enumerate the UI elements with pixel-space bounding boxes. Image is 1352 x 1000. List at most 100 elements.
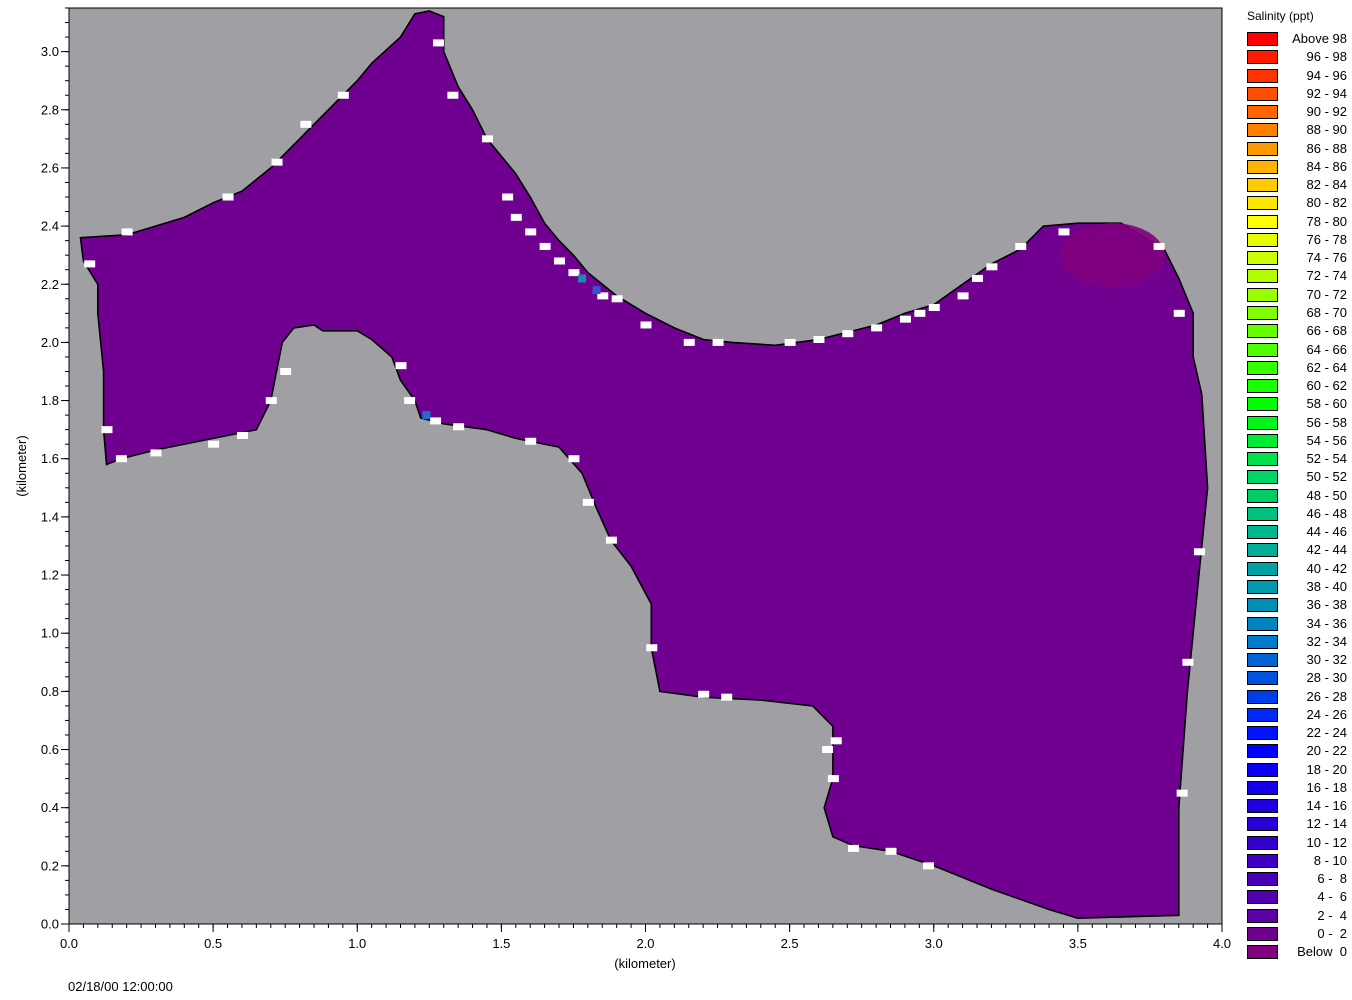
x-tick-label: 3.0 [925,936,943,951]
legend-swatch [1247,324,1278,339]
dry-cell [280,367,292,375]
legend-entry: 72 - 74 [1247,267,1347,285]
legend-swatch [1247,269,1278,284]
x-tick-label: 1.5 [492,936,510,951]
legend-entry: 90 - 92 [1247,103,1347,121]
legend-entry: 64 - 66 [1247,341,1347,359]
legend-label: 18 - 20 [1306,761,1347,777]
legend-label: 84 - 86 [1306,158,1347,174]
y-tick-label: 3.0 [41,44,59,59]
legend-entry: 36 - 38 [1247,596,1347,614]
dry-cell [265,397,277,405]
legend-label: 64 - 66 [1306,341,1347,357]
legend-swatch [1247,196,1278,211]
x-tick-label: 2.5 [781,936,799,951]
y-tick-label: 1.6 [41,451,59,466]
legend-label: 86 - 88 [1306,140,1347,156]
legend-swatch [1247,890,1278,905]
dry-cell [957,292,969,300]
dry-cell [121,228,133,236]
y-tick-label: 1.8 [41,393,59,408]
legend-label: 22 - 24 [1306,725,1347,741]
dry-cell [721,693,733,701]
legend-label: 20 - 22 [1306,743,1347,759]
legend-label: 54 - 56 [1306,432,1347,448]
legend-entry: 20 - 22 [1247,742,1347,760]
legend-label: 40 - 42 [1306,560,1347,576]
legend-swatch [1247,360,1278,375]
legend-swatch [1247,634,1278,649]
legend-swatch [1247,927,1278,942]
legend-label: 6 - 8 [1317,871,1347,887]
y-tick-label: 2.2 [41,277,59,292]
dry-cell [1153,242,1165,250]
legend-swatch [1247,853,1278,868]
x-tick-label: 2.0 [636,936,654,951]
dry-cell [683,338,695,346]
dry-cell [1173,309,1185,317]
y-tick-label: 1.2 [41,568,59,583]
legend-entry: 52 - 54 [1247,450,1347,468]
legend-entry: 16 - 18 [1247,779,1347,797]
legend-label: 48 - 50 [1306,487,1347,503]
dry-cell [1193,548,1205,556]
legend-label: 12 - 14 [1306,816,1347,832]
legend-label: 16 - 18 [1306,779,1347,795]
dry-cell [510,213,522,221]
legend: Salinity (ppt) Above 98 96 - 98 94 - 96 92 … [1247,8,1347,962]
legend-label: 32 - 34 [1306,633,1347,649]
legend-entry: 38 - 40 [1247,578,1347,596]
timestamp: 02/18/00 12:00:00 [68,979,173,994]
dry-cell [208,440,220,448]
legend-entry: 60 - 62 [1247,377,1347,395]
legend-entry: 82 - 84 [1247,176,1347,194]
dry-cell [1015,242,1027,250]
legend-swatch [1247,379,1278,394]
legend-swatch [1247,105,1278,120]
x-axis-title: (kilometer) [614,956,675,971]
legend-swatch [1247,305,1278,320]
dry-cell [848,844,860,852]
legend-label: 52 - 54 [1306,451,1347,467]
legend-entry: 32 - 34 [1247,633,1347,651]
y-tick-label: 0.4 [41,800,59,815]
legend-label: Below 0 [1297,944,1347,960]
legend-swatch [1247,653,1278,668]
dry-cell [605,536,617,544]
dry-cell [1182,658,1194,666]
legend-entry: 86 - 88 [1247,140,1347,158]
x-tick-label: 0.5 [204,936,222,951]
legend-swatch [1247,342,1278,357]
legend-swatch [1247,579,1278,594]
dry-cell [84,260,96,268]
dry-cell [568,455,580,463]
salinity-cell [422,411,431,420]
dry-cell [236,431,248,439]
dry-cell [481,135,493,143]
legend-entry: 80 - 82 [1247,194,1347,212]
legend-label: 58 - 60 [1306,396,1347,412]
x-tick-label: 3.5 [1069,936,1087,951]
dry-cell [430,417,442,425]
dry-cell [922,862,934,870]
dry-cell [597,292,609,300]
legend-swatch [1247,86,1278,101]
legend-entry: Above 98 [1247,30,1347,48]
legend-swatch [1247,835,1278,850]
legend-swatch [1247,214,1278,229]
dry-cell [101,426,113,434]
legend-swatch [1247,689,1278,704]
legend-entry: 48 - 50 [1247,487,1347,505]
dry-cell [447,91,459,99]
legend-label: 66 - 68 [1306,323,1347,339]
legend-label: 30 - 32 [1306,652,1347,668]
legend-entry: 12 - 14 [1247,815,1347,833]
dry-cell [784,338,796,346]
dry-cell [150,449,162,457]
legend-entry: 18 - 20 [1247,761,1347,779]
dry-cell [885,847,897,855]
legend-entry: 30 - 32 [1247,651,1347,669]
legend-swatch [1247,287,1278,302]
dry-cell [822,746,834,754]
dry-cell [698,690,710,698]
